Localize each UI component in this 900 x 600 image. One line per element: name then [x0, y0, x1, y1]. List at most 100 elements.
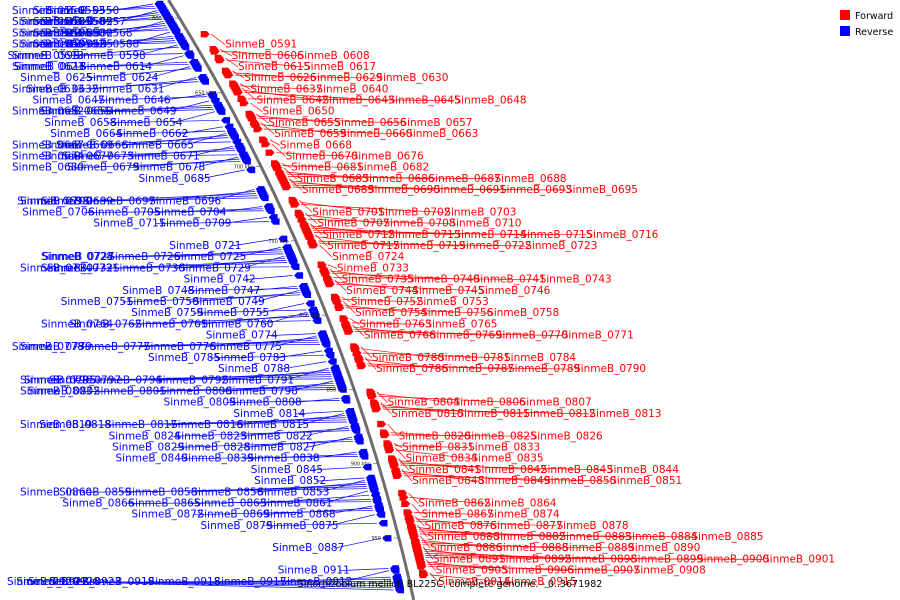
gene-arrow [327, 358, 337, 365]
gene-label: SinmeB_0850 [544, 475, 616, 487]
gene-label: SinmeB_0550 [47, 5, 119, 17]
gene-label: SinmeB_0860 [20, 486, 92, 498]
gene-link-line [232, 70, 245, 79]
gene-label: SinmeB_0746 [478, 285, 550, 297]
gene-link-line [387, 423, 399, 437]
gene-label: SinmeB_0905 [436, 565, 508, 577]
gene-label: SinmeB_0899 [631, 553, 703, 565]
gene-link-line [276, 152, 352, 157]
gene-link-line [267, 333, 316, 336]
gene-label: SinmeB_0617 [304, 61, 376, 73]
gene-link-line [298, 412, 345, 426]
gene-label: SinmeB_0917 [214, 576, 286, 588]
gene-label: SinmeB_0731 [47, 262, 119, 274]
gene-label: SinmeB_0749 [193, 296, 265, 308]
gene-link-line [263, 311, 308, 325]
gene-label: SinmeB_0834 [406, 453, 478, 465]
gene-link-line [335, 281, 413, 292]
gene-label: SinmeB_0879 [201, 520, 273, 532]
gene-arrow [221, 117, 230, 124]
gene-label: SinmeB_0721 [169, 240, 241, 252]
gene-label: SinmeB_0819 [20, 419, 92, 431]
tick-label: 800 kbp [299, 313, 319, 319]
gene-label: SinmeB_0728 [41, 251, 113, 263]
gene-label: SinmeB_0816 [171, 419, 243, 431]
gene-label: SinmeB_0708 [383, 218, 455, 230]
gene-label: SinmeB_0901 [763, 553, 835, 565]
gene-link-line [269, 139, 281, 146]
gene-link-line [327, 264, 338, 269]
gene-label: SinmeB_0886 [430, 542, 502, 554]
gene-label: SinmeB_0654 [110, 117, 182, 129]
gene-link-line [193, 509, 374, 516]
gene-label: SinmeB_0878 [557, 520, 629, 532]
gene-link-line [73, 14, 160, 23]
gene-label: SinmeB_0864 [484, 498, 556, 510]
gene-arrow [376, 511, 386, 518]
gene-label: SinmeB_0777 [78, 341, 150, 353]
gene-link-line [309, 223, 323, 236]
gene-link-line [106, 119, 220, 124]
gene-label: SinmeB_0785 [148, 352, 220, 364]
gene-arrow [325, 280, 335, 288]
gene-link-line [69, 46, 179, 57]
gene-label: SinmeB_0856 [191, 486, 263, 498]
gene-label: SinmeB_0588 [67, 39, 139, 51]
gene-label: SinmeB_0664 [50, 128, 122, 140]
gene-arrow [377, 420, 387, 428]
gene-label: SinmeB_0758 [487, 307, 559, 319]
gene-link-line [155, 221, 270, 225]
gene-arrow [215, 56, 225, 64]
gene-link-line [254, 290, 299, 303]
gene-label: SinmeB_0861 [260, 498, 332, 510]
gene-label: SinmeB_0806 [454, 397, 526, 409]
gene-label: SinmeB_0887 [272, 542, 344, 554]
gene-label: SinmeB_0803 [20, 386, 92, 398]
gene-label: SinmeB_0630 [376, 72, 448, 84]
gene-label: SinmeB_0788 [218, 363, 290, 375]
gene-label: SinmeB_0649 [105, 106, 177, 118]
gene-arrow [382, 535, 392, 542]
legend-label-reverse: Reverse [855, 27, 893, 38]
gene-link-line [378, 395, 520, 404]
gene-label: SinmeB_0671 [128, 151, 200, 163]
gene-link-line [148, 66, 191, 79]
gene-link-line [426, 561, 502, 571]
gene-link-line [352, 324, 364, 336]
gene-label: SinmeB_0866 [62, 498, 134, 510]
gene-label: SinmeB_0813 [589, 408, 661, 420]
gene-label: SinmeB_0740 [408, 274, 480, 286]
gene-label: SinmeB_0890 [628, 542, 700, 554]
gene-link-line [365, 359, 443, 370]
gene-link-line [81, 376, 332, 381]
gene-link-line [279, 361, 327, 370]
gene-link-line [275, 350, 323, 359]
gene-label: SinmeB_0766 [364, 330, 436, 342]
gene-arrow [401, 500, 411, 507]
gene-link-line [210, 33, 226, 45]
gene-label: SinmeB_0618 [14, 61, 86, 73]
gene-arrow [354, 438, 364, 445]
gene-link-line [84, 210, 265, 213]
gene-label: SinmeB_0775 [210, 341, 282, 353]
tick-label: 950 kbp [371, 536, 391, 542]
gene-label: SinmeB_0755 [197, 307, 269, 319]
gene-arrow [357, 362, 367, 370]
gene-label: SinmeB_0759 [131, 307, 203, 319]
gene-label: SinmeB_0818 [39, 419, 111, 431]
gene-label: SinmeB_0650 [263, 106, 335, 118]
gene-label: SinmeB_0778 [12, 341, 84, 353]
gene-link-line [112, 130, 226, 135]
gene-label: SinmeB_0714 [454, 229, 526, 241]
gene-link-line [110, 581, 393, 587]
gene-link-line [288, 178, 303, 191]
gene-label: SinmeB_0796 [20, 374, 92, 386]
gene-label: SinmeB_0839 [182, 453, 254, 465]
gene-label: SinmeB_0885 [691, 531, 763, 543]
gene-label: SinmeB_0852 [254, 475, 326, 487]
gene-arrow [393, 472, 403, 479]
gene-label: SinmeB_0697 [83, 195, 155, 207]
gene-label: SinmeB_0623 [12, 61, 84, 73]
gene-label: SinmeB_0710 [449, 218, 521, 230]
gene-link-line [193, 309, 307, 314]
